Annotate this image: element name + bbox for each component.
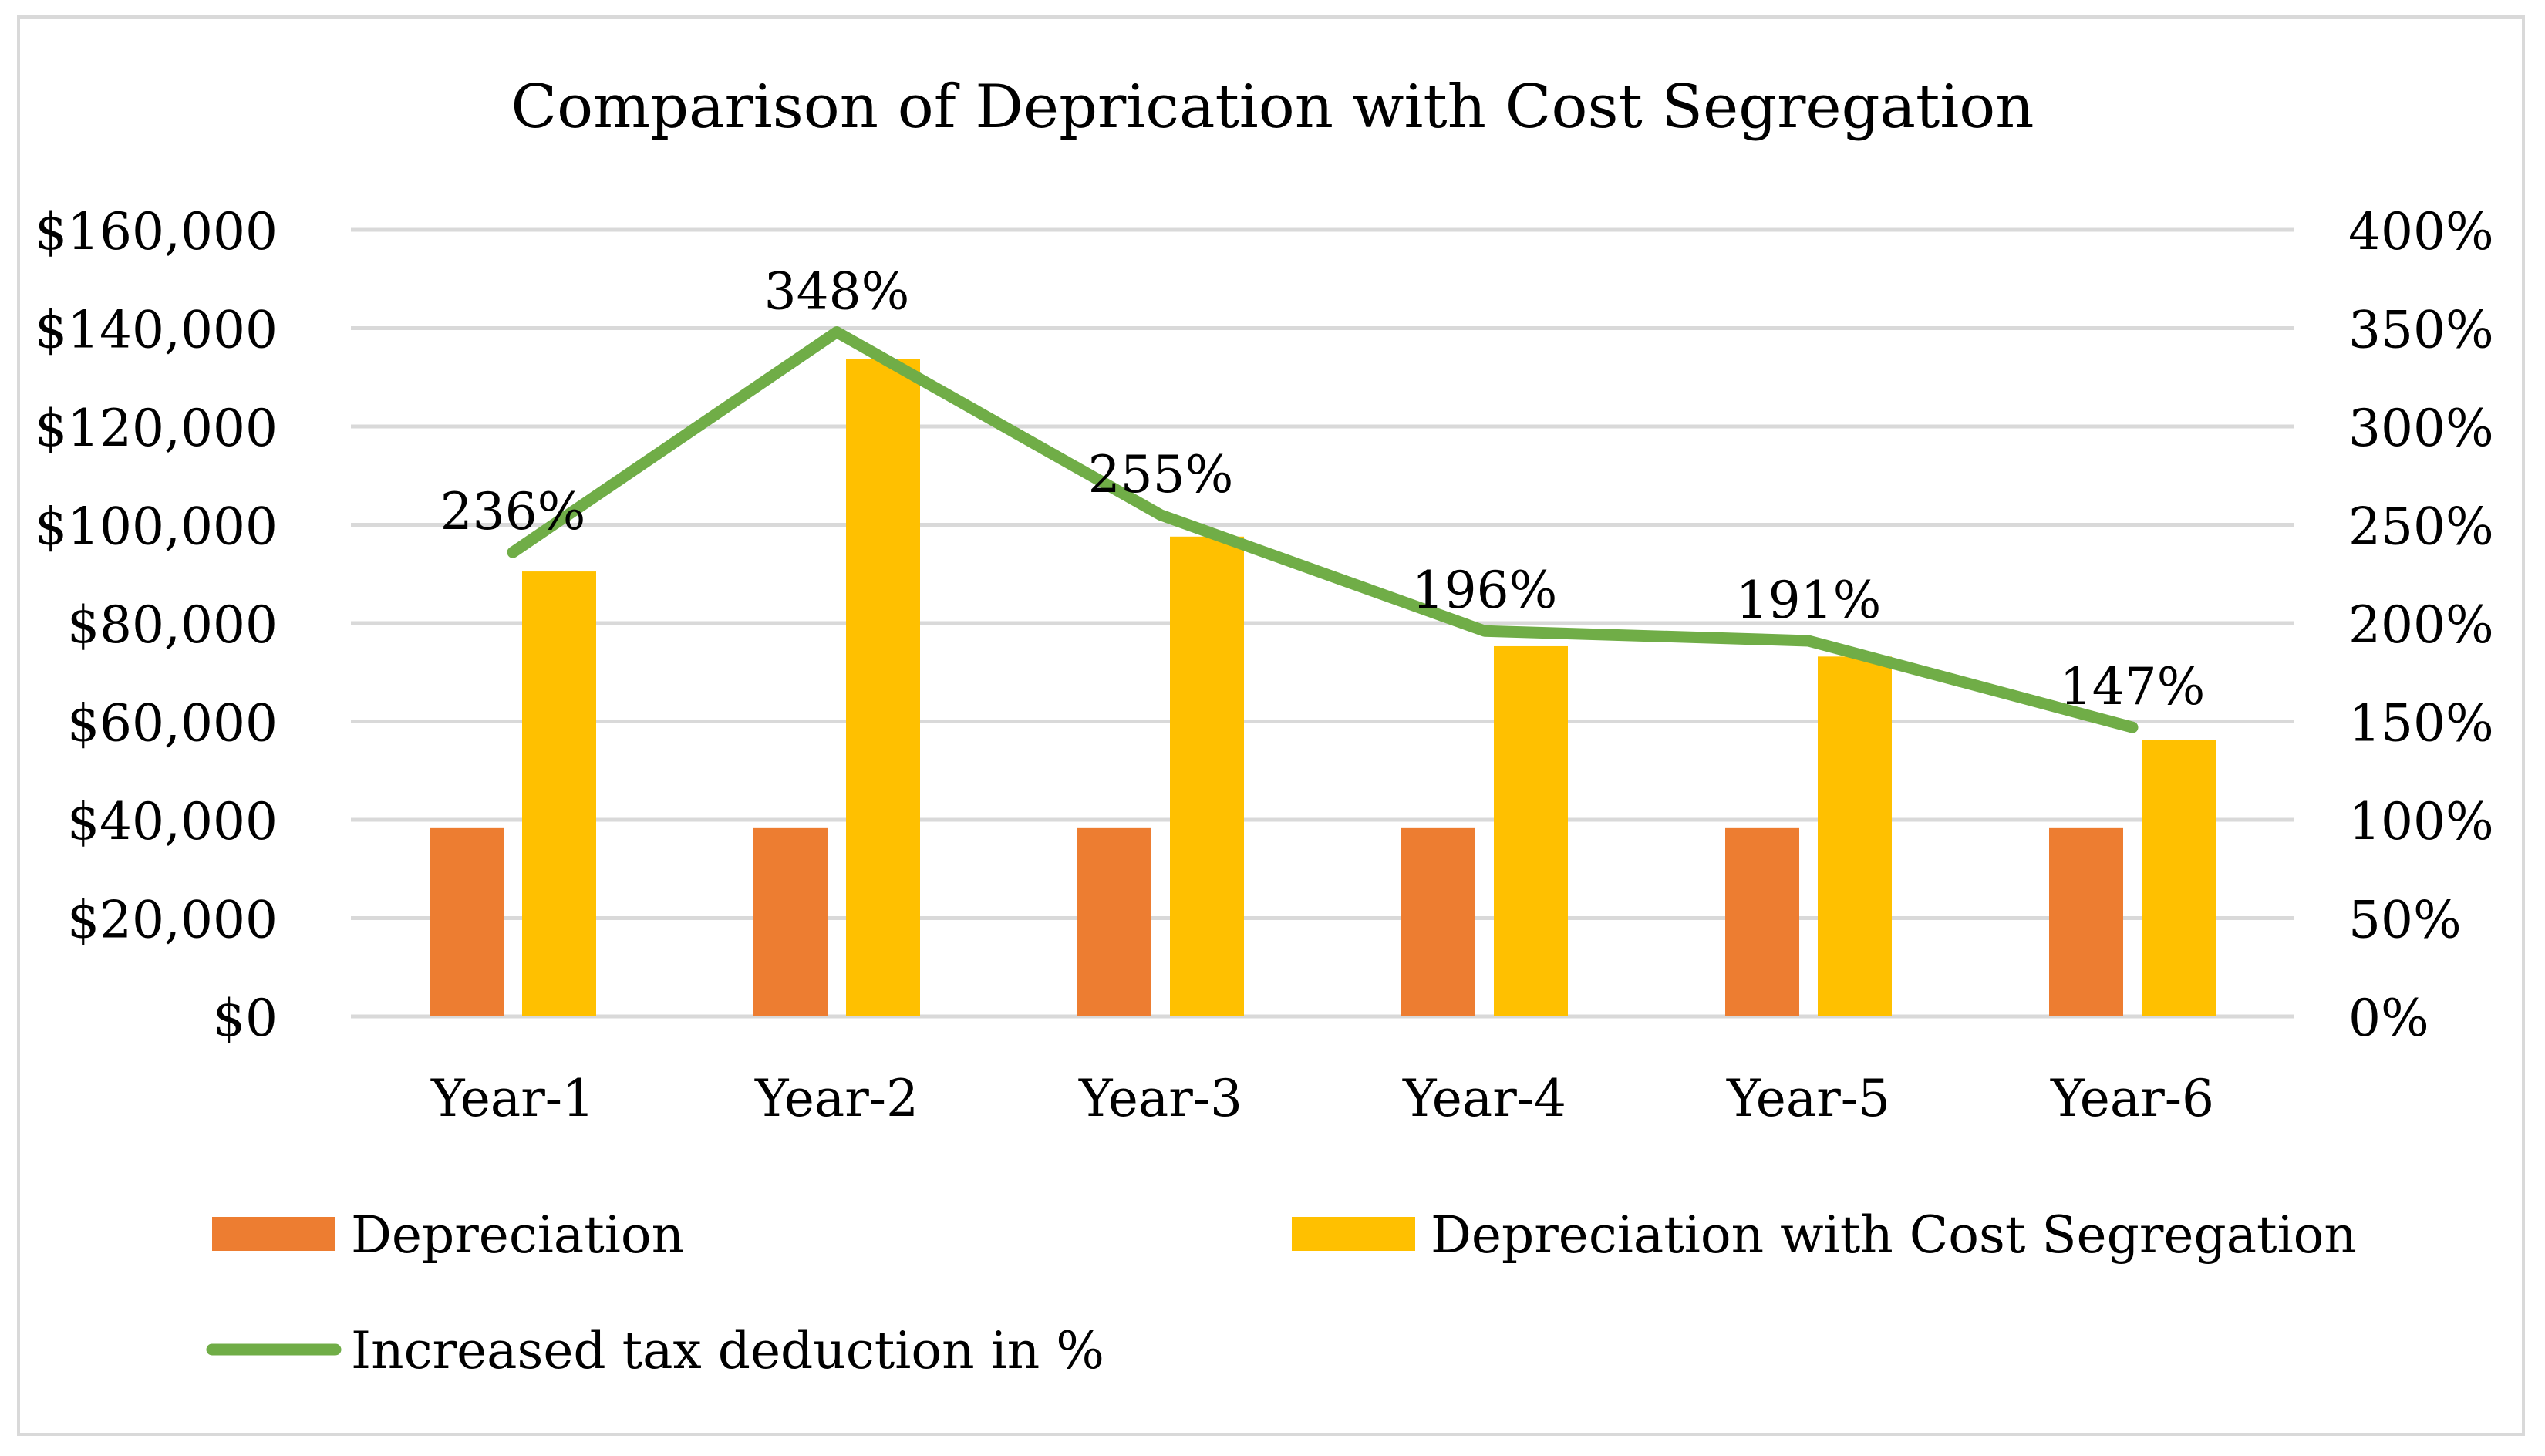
legend: Depreciation Depreciation with Cost Segre… [206, 1205, 2357, 1380]
right-tick-label: 100% [2348, 792, 2494, 851]
right-tick-label: 350% [2348, 301, 2494, 360]
cost-segregation-bar [2142, 740, 2216, 1016]
line-data-label: 236% [440, 482, 586, 541]
category-label: Year-1 [430, 1069, 595, 1128]
cost-segregation-bar [1170, 536, 1244, 1016]
depreciation-bar [1725, 827, 1799, 1016]
legend-label: Depreciation [351, 1205, 684, 1265]
line-data-label: 147% [2060, 657, 2206, 716]
category-label: Year-5 [1726, 1069, 1890, 1128]
left-tick-label: $40,000 [67, 792, 278, 851]
depreciation-bar [1077, 827, 1151, 1016]
right-axis-tick-labels: 0% 50% 100% 150% 200% 250% 300% 350% 400% [2348, 202, 2494, 1048]
left-tick-label: $100,000 [35, 497, 278, 557]
left-tick-label: $80,000 [67, 595, 278, 655]
left-tick-label: $20,000 [67, 891, 278, 950]
right-tick-label: 0% [2348, 989, 2429, 1048]
category-label: Year-3 [1078, 1069, 1242, 1128]
left-tick-label: $140,000 [35, 301, 278, 360]
line-data-label: 196% [1412, 561, 1558, 620]
right-tick-label: 150% [2348, 694, 2494, 753]
cost-segregation-bar [522, 571, 596, 1016]
line-data-label: 255% [1088, 445, 1234, 504]
legend-swatch [1292, 1217, 1415, 1251]
right-tick-label: 300% [2348, 399, 2494, 458]
right-tick-label: 250% [2348, 497, 2494, 557]
left-tick-label: $0 [213, 989, 278, 1048]
cost-segregation-bar [846, 359, 920, 1016]
tax-deduction-line [507, 326, 2139, 733]
cost-segregation-bar [1818, 656, 1892, 1016]
right-tick-label: 200% [2348, 595, 2494, 655]
bar-series [430, 359, 2216, 1016]
right-tick-label: 400% [2348, 202, 2494, 261]
depreciation-bar [430, 827, 504, 1016]
left-tick-label: $120,000 [35, 399, 278, 458]
category-label: Year-2 [754, 1069, 919, 1128]
depreciation-bar [1401, 827, 1475, 1016]
line-data-label: 348% [764, 262, 910, 322]
legend-label: Depreciation with Cost Segregation [1431, 1205, 2357, 1265]
legend-label: Increased tax deduction in % [351, 1321, 1104, 1380]
depreciation-bar [2049, 827, 2123, 1016]
legend-swatch [212, 1217, 335, 1251]
cost-segregation-bar [1494, 645, 1568, 1016]
left-tick-label: $60,000 [67, 694, 278, 753]
line-data-label: 191% [1736, 571, 1882, 630]
category-label: Year-6 [2050, 1069, 2214, 1128]
gridlines [351, 228, 2294, 1019]
category-labels: Year-1 Year-2 Year-3 Year-4 Year-5 Year-6 [430, 1069, 2214, 1128]
line-series: 236% 348% 255% 196% 191% 147% [440, 262, 2206, 733]
depreciation-bar [753, 827, 828, 1016]
left-axis-tick-labels: $0 $20,000 $40,000 $60,000 $80,000 $100,000 $1… [35, 202, 278, 1048]
right-tick-label: 50% [2348, 891, 2462, 950]
left-tick-label: $160,000 [35, 202, 278, 261]
category-label: Year-4 [1402, 1069, 1566, 1128]
chart-title: Comparison of Deprication with Cost Segr… [511, 72, 2034, 142]
